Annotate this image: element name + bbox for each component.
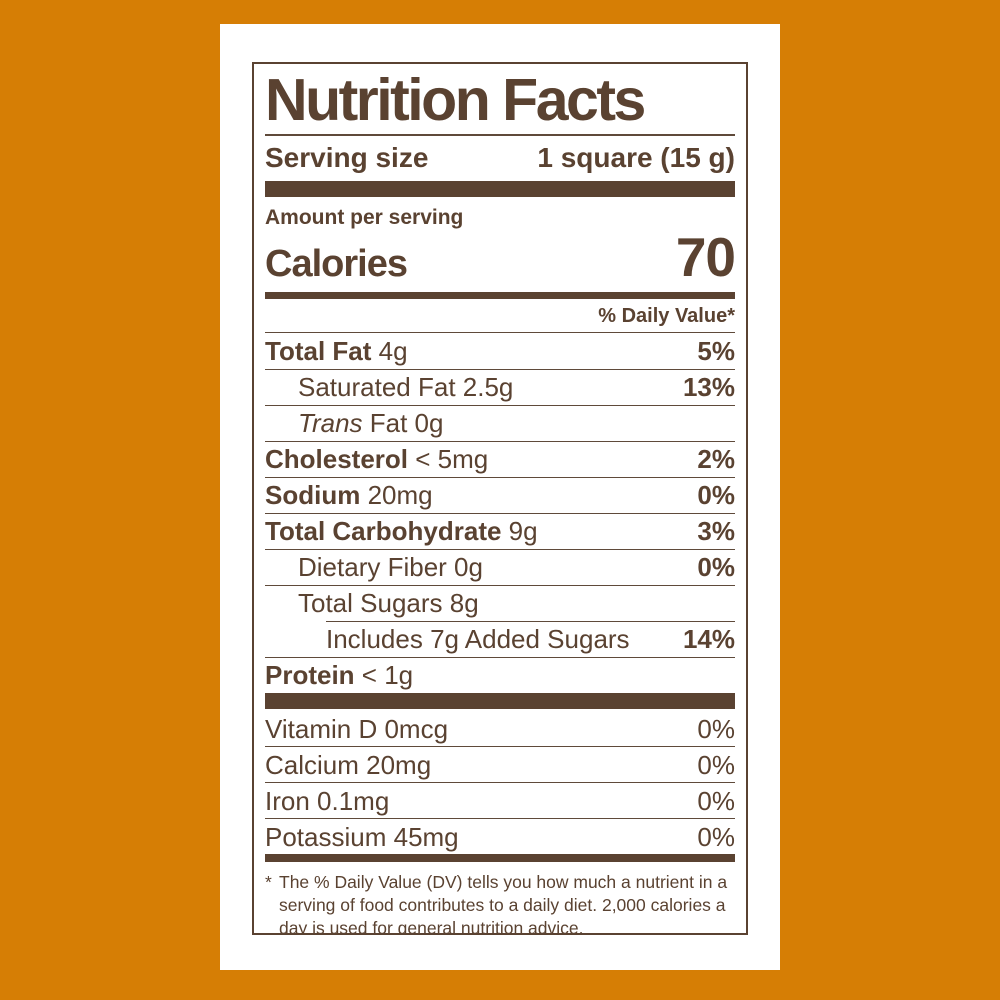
nutrient-row: Total Carbohydrate 9g 3% [265, 513, 735, 549]
nutrient-name-normal: Fat 0g [362, 408, 444, 438]
nutrient-name-bold: Total Carbohydrate [265, 516, 502, 546]
nutrient-daily-value: 14% [682, 624, 735, 654]
nutrient-name-normal: Includes 7g Added Sugars [326, 624, 630, 654]
serving-size-value: 1 square (15 g) [537, 142, 735, 173]
vitamin-daily-value: 0% [697, 750, 735, 780]
footnote-marker: * [265, 872, 272, 892]
nutrient-name-bold: Sodium [265, 480, 361, 510]
label-card: Nutrition Facts Serving size 1 square (1… [220, 24, 780, 970]
vitamin-row: Calcium 20mg 0% [265, 746, 735, 782]
nutrient-name: Cholesterol < 5mg [265, 446, 488, 473]
nutrient-name-normal: < 1g [354, 660, 414, 690]
nutrient-row: Includes 7g Added Sugars 14% [326, 621, 735, 657]
label-title: Nutrition Facts [265, 70, 735, 136]
nutrient-name: Total Sugars 8g [298, 590, 479, 617]
vitamin-daily-value: 0% [697, 822, 735, 852]
nutrient-daily-value: 2% [697, 444, 735, 474]
nutrient-name-normal: 4g [371, 336, 408, 366]
nutrient-row: Total Sugars 8g [265, 585, 735, 621]
vitamin-row: Iron 0.1mg 0% [265, 782, 735, 818]
nutrient-row: Sodium 20mg 0% [265, 477, 735, 513]
nutrient-name-normal: Saturated Fat 2.5g [298, 372, 514, 402]
serving-size-row: Serving size 1 square (15 g) [265, 136, 735, 181]
nutrient-name-normal: 9g [501, 516, 538, 546]
calories-label: Calories [265, 243, 408, 285]
vitamin-row: Potassium 45mg 0% [265, 818, 735, 854]
nutrient-name-bold: Total Fat [265, 336, 372, 366]
nutrient-daily-value: 5% [697, 336, 735, 366]
nutrient-row: Dietary Fiber 0g 0% [265, 549, 735, 585]
vitamin-name: Calcium 20mg [265, 750, 432, 780]
vitamin-daily-value: 0% [697, 714, 735, 744]
daily-value-header: % Daily Value* [265, 299, 735, 333]
calories-row: Calories 70 [265, 226, 736, 288]
nutrient-name-normal: Dietary Fiber 0g [298, 552, 483, 582]
vitamin-daily-value: 0% [697, 786, 735, 816]
nutrient-name-bold: Cholesterol [265, 444, 409, 474]
nutrient-name-normal: Total Sugars 8g [298, 588, 479, 618]
nutrient-name-normal: 20mg [360, 480, 433, 510]
footnote: * The % Daily Value (DV) tells you how m… [265, 862, 735, 935]
nutrient-name-italic: Trans [298, 408, 363, 438]
nutrient-name: Protein < 1g [265, 662, 413, 689]
thick-divider-protein [265, 693, 735, 709]
nutrient-name: Total Fat 4g [265, 338, 408, 365]
nutrients-section: Total Fat 4g 5% Saturated Fat 2.5g 13% T… [265, 333, 735, 693]
vitamin-name: Iron 0.1mg [265, 786, 390, 816]
nutrient-name: Dietary Fiber 0g [298, 554, 483, 581]
nutrient-daily-value: 0% [697, 552, 735, 582]
medium-divider-vitamins [265, 854, 735, 862]
vitamins-section: Vitamin D 0mcg 0% Calcium 20mg 0% Iron 0… [265, 711, 735, 854]
nutrition-facts-label: Nutrition Facts Serving size 1 square (1… [252, 62, 748, 935]
nutrient-name: Includes 7g Added Sugars [326, 626, 630, 653]
nutrient-name: Total Carbohydrate 9g [265, 518, 538, 545]
nutrient-daily-value: 13% [682, 372, 735, 402]
nutrient-daily-value: 0% [697, 480, 735, 510]
nutrient-name: Saturated Fat 2.5g [298, 374, 513, 401]
serving-size-label: Serving size [265, 142, 429, 173]
nutrient-row: Cholesterol < 5mg 2% [265, 441, 735, 477]
nutrient-name: Trans Fat 0g [298, 410, 443, 437]
nutrient-name-normal: < 5mg [408, 444, 489, 474]
calories-value: 70 [675, 226, 736, 288]
amount-per-serving-label: Amount per serving [265, 206, 464, 229]
thick-divider-top [265, 181, 735, 197]
nutrient-name: Sodium 20mg [265, 482, 433, 509]
nutrient-row: Total Fat 4g 5% [265, 333, 735, 369]
nutrient-daily-value: 3% [697, 516, 735, 546]
medium-divider-calories [265, 292, 735, 299]
footnote-text: The % Daily Value (DV) tells you how muc… [279, 872, 728, 935]
nutrient-row: Saturated Fat 2.5g 13% [265, 369, 735, 405]
nutrient-name-bold: Protein [265, 660, 355, 690]
vitamin-name: Vitamin D 0mcg [265, 714, 449, 744]
vitamin-row: Vitamin D 0mcg 0% [265, 711, 735, 746]
nutrient-row: Trans Fat 0g [265, 405, 735, 441]
vitamin-name: Potassium 45mg [265, 822, 459, 852]
nutrient-row: Protein < 1g [265, 657, 735, 693]
